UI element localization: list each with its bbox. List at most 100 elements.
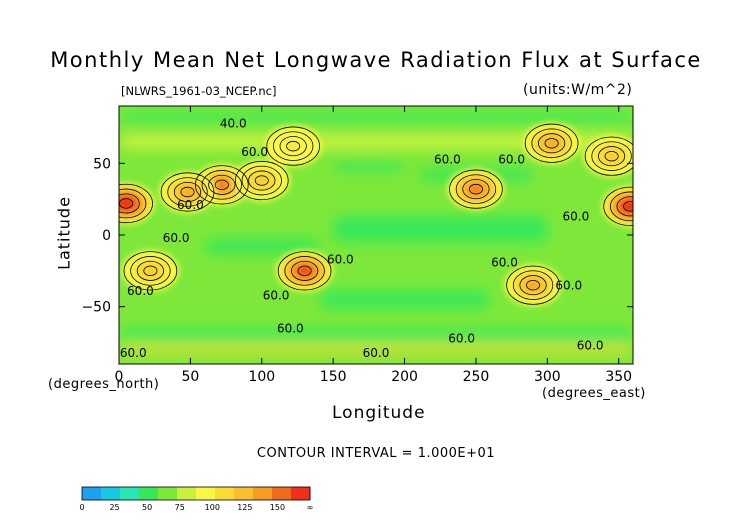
- contour-line: [291, 260, 319, 281]
- contour-line: [597, 146, 626, 167]
- contour-line: [449, 169, 503, 209]
- contour-line: [277, 251, 332, 291]
- contour-line: [167, 177, 208, 207]
- field-band: [333, 161, 405, 171]
- colorbar-tick-label: 25: [109, 503, 119, 512]
- contour-line: [279, 136, 307, 157]
- x-tick-label: 300: [534, 369, 561, 385]
- colorbar: 0 25 50 75 100 125 150 ∞: [79, 486, 314, 512]
- hotspot-level: [607, 152, 616, 160]
- x-tick-label: 150: [320, 369, 347, 385]
- contour-line: [266, 126, 320, 166]
- contour-line: [160, 172, 215, 212]
- x-tick-label: 200: [391, 369, 418, 385]
- contour-label: 60.0: [555, 278, 582, 292]
- contour-line: [519, 275, 547, 296]
- field-band: [204, 239, 319, 254]
- contour-line: [119, 183, 153, 224]
- contour-line: [284, 256, 325, 286]
- field-band: [119, 346, 633, 354]
- hotspot-level: [146, 267, 155, 275]
- contour-label: 60.0: [577, 339, 604, 353]
- contour-label: 60.0: [563, 210, 590, 224]
- colorbar-swatch: [82, 487, 102, 500]
- contour-label: 60.0: [127, 284, 154, 298]
- colorbar-swatch: [101, 487, 121, 500]
- hotspot-level: [183, 188, 192, 196]
- contour-line: [123, 251, 178, 291]
- colorbar-swatch: [196, 487, 216, 500]
- colorbar-tick-label: 75: [175, 503, 185, 512]
- contour-line: [526, 279, 541, 291]
- contour-line: [130, 256, 171, 286]
- colorbar-swatch: [120, 487, 140, 500]
- contour-line: [462, 179, 490, 200]
- y-tick-label: −50: [81, 300, 111, 316]
- contour-line: [603, 186, 633, 226]
- contour-line: [119, 193, 140, 214]
- contour-line: [234, 160, 289, 201]
- colorbar-swatch: [272, 487, 292, 500]
- x-tick-label: 350: [605, 369, 632, 385]
- contour-label: 60.0: [448, 332, 475, 346]
- field-band: [119, 329, 633, 342]
- field-band: [119, 113, 633, 122]
- contour-line: [623, 201, 633, 212]
- contour-label: 60.0: [120, 346, 147, 360]
- contour-line: [538, 133, 566, 154]
- y-unit-label: (degrees_north): [48, 377, 160, 392]
- contour-line: [136, 260, 165, 281]
- field-band: [119, 137, 633, 147]
- contour-line: [248, 170, 276, 191]
- colorbar-swatch: [253, 487, 273, 500]
- contour-line: [173, 181, 202, 202]
- contour-line: [616, 196, 633, 217]
- chart-title: Monthly Mean Net Longwave Radiation Flux…: [50, 48, 702, 72]
- contour-label: 60.0: [241, 145, 268, 159]
- contour-line: [524, 123, 579, 163]
- colorbar-swatch: [139, 487, 159, 500]
- contour-line: [584, 136, 633, 176]
- contour-line: [241, 165, 282, 196]
- contour-line: [591, 141, 632, 171]
- hotspot-level: [300, 267, 310, 275]
- colorbar-frame: [81, 486, 311, 501]
- y-tick-label: 0: [102, 228, 111, 244]
- contour-line: [297, 265, 312, 277]
- contour-line: [254, 175, 269, 186]
- hotspot-level: [625, 203, 633, 210]
- contour-line: [455, 174, 497, 204]
- hotspot-level: [547, 140, 557, 147]
- x-unit-label: (degrees_east): [542, 386, 646, 401]
- hotspot-level: [257, 177, 267, 184]
- field-band: [333, 216, 548, 243]
- heatmap-field: [119, 106, 633, 364]
- contour-line: [143, 265, 158, 277]
- contour-line: [272, 131, 314, 161]
- hotspot-level: [288, 142, 298, 150]
- contour-line: [531, 128, 572, 159]
- contour-label: 40.0: [220, 117, 247, 131]
- colorbar-swatch: [177, 487, 197, 500]
- contour-line: [506, 265, 560, 305]
- colorbar-swatch: [234, 487, 254, 500]
- contour-label: 60.0: [491, 256, 518, 270]
- contour-line: [609, 191, 633, 222]
- contour-line: [119, 198, 134, 209]
- colorbar-tick-label: ∞: [307, 503, 314, 512]
- colorbar-tick-label: 50: [142, 503, 152, 512]
- contour-line: [195, 165, 249, 205]
- contour-label: 60.0: [498, 152, 525, 166]
- contour-line: [180, 186, 195, 198]
- colorbar-tick-label: 0: [79, 503, 84, 512]
- contour-line: [214, 179, 229, 191]
- contour-line: [201, 170, 242, 200]
- hotspot-level: [471, 185, 481, 193]
- contour-label: 60.0: [177, 198, 204, 212]
- hotspot-level: [121, 200, 131, 207]
- y-tick-label: 50: [93, 156, 111, 172]
- contour-label: 60.0: [434, 152, 461, 166]
- contour-line: [119, 188, 147, 219]
- hotspot-level: [528, 281, 538, 289]
